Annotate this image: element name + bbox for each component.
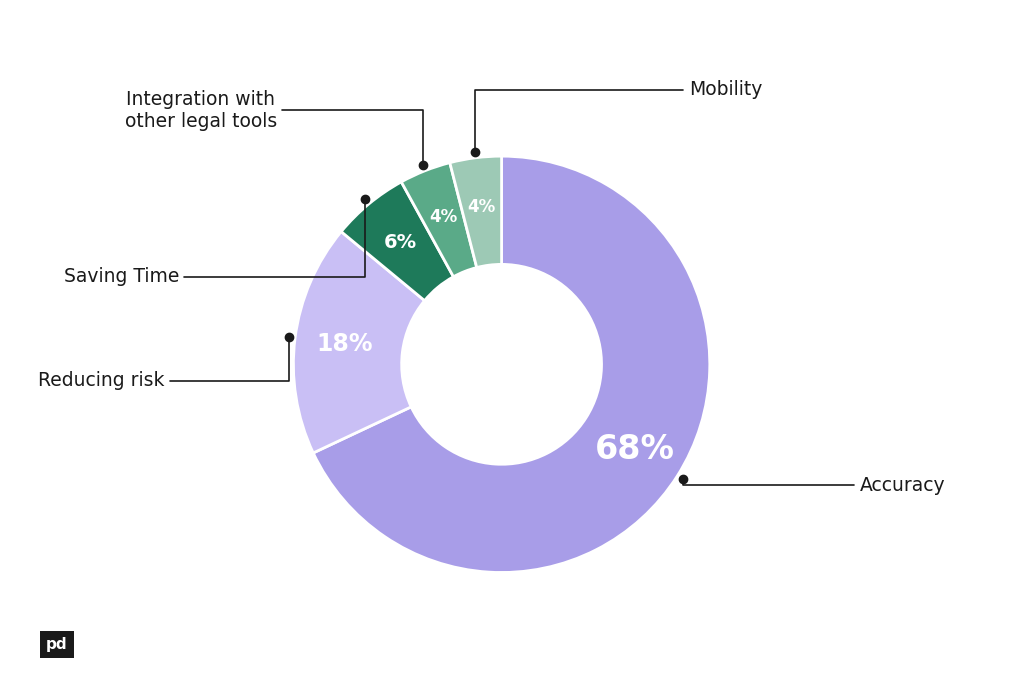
Text: Integration with
other legal tools: Integration with other legal tools [125, 90, 423, 162]
Text: 18%: 18% [316, 333, 373, 357]
Wedge shape [401, 163, 477, 277]
Text: pd: pd [46, 638, 68, 652]
Text: Mobility: Mobility [475, 80, 762, 149]
Text: Reducing risk: Reducing risk [38, 340, 289, 390]
Text: 4%: 4% [468, 199, 496, 216]
Wedge shape [450, 156, 502, 267]
Text: 6%: 6% [384, 233, 418, 252]
Wedge shape [294, 232, 425, 453]
Wedge shape [313, 156, 710, 572]
Text: Accuracy: Accuracy [683, 475, 945, 495]
Wedge shape [341, 182, 454, 301]
Text: 68%: 68% [595, 433, 675, 466]
Text: 4%: 4% [429, 208, 458, 226]
Text: Saving Time: Saving Time [63, 202, 365, 286]
